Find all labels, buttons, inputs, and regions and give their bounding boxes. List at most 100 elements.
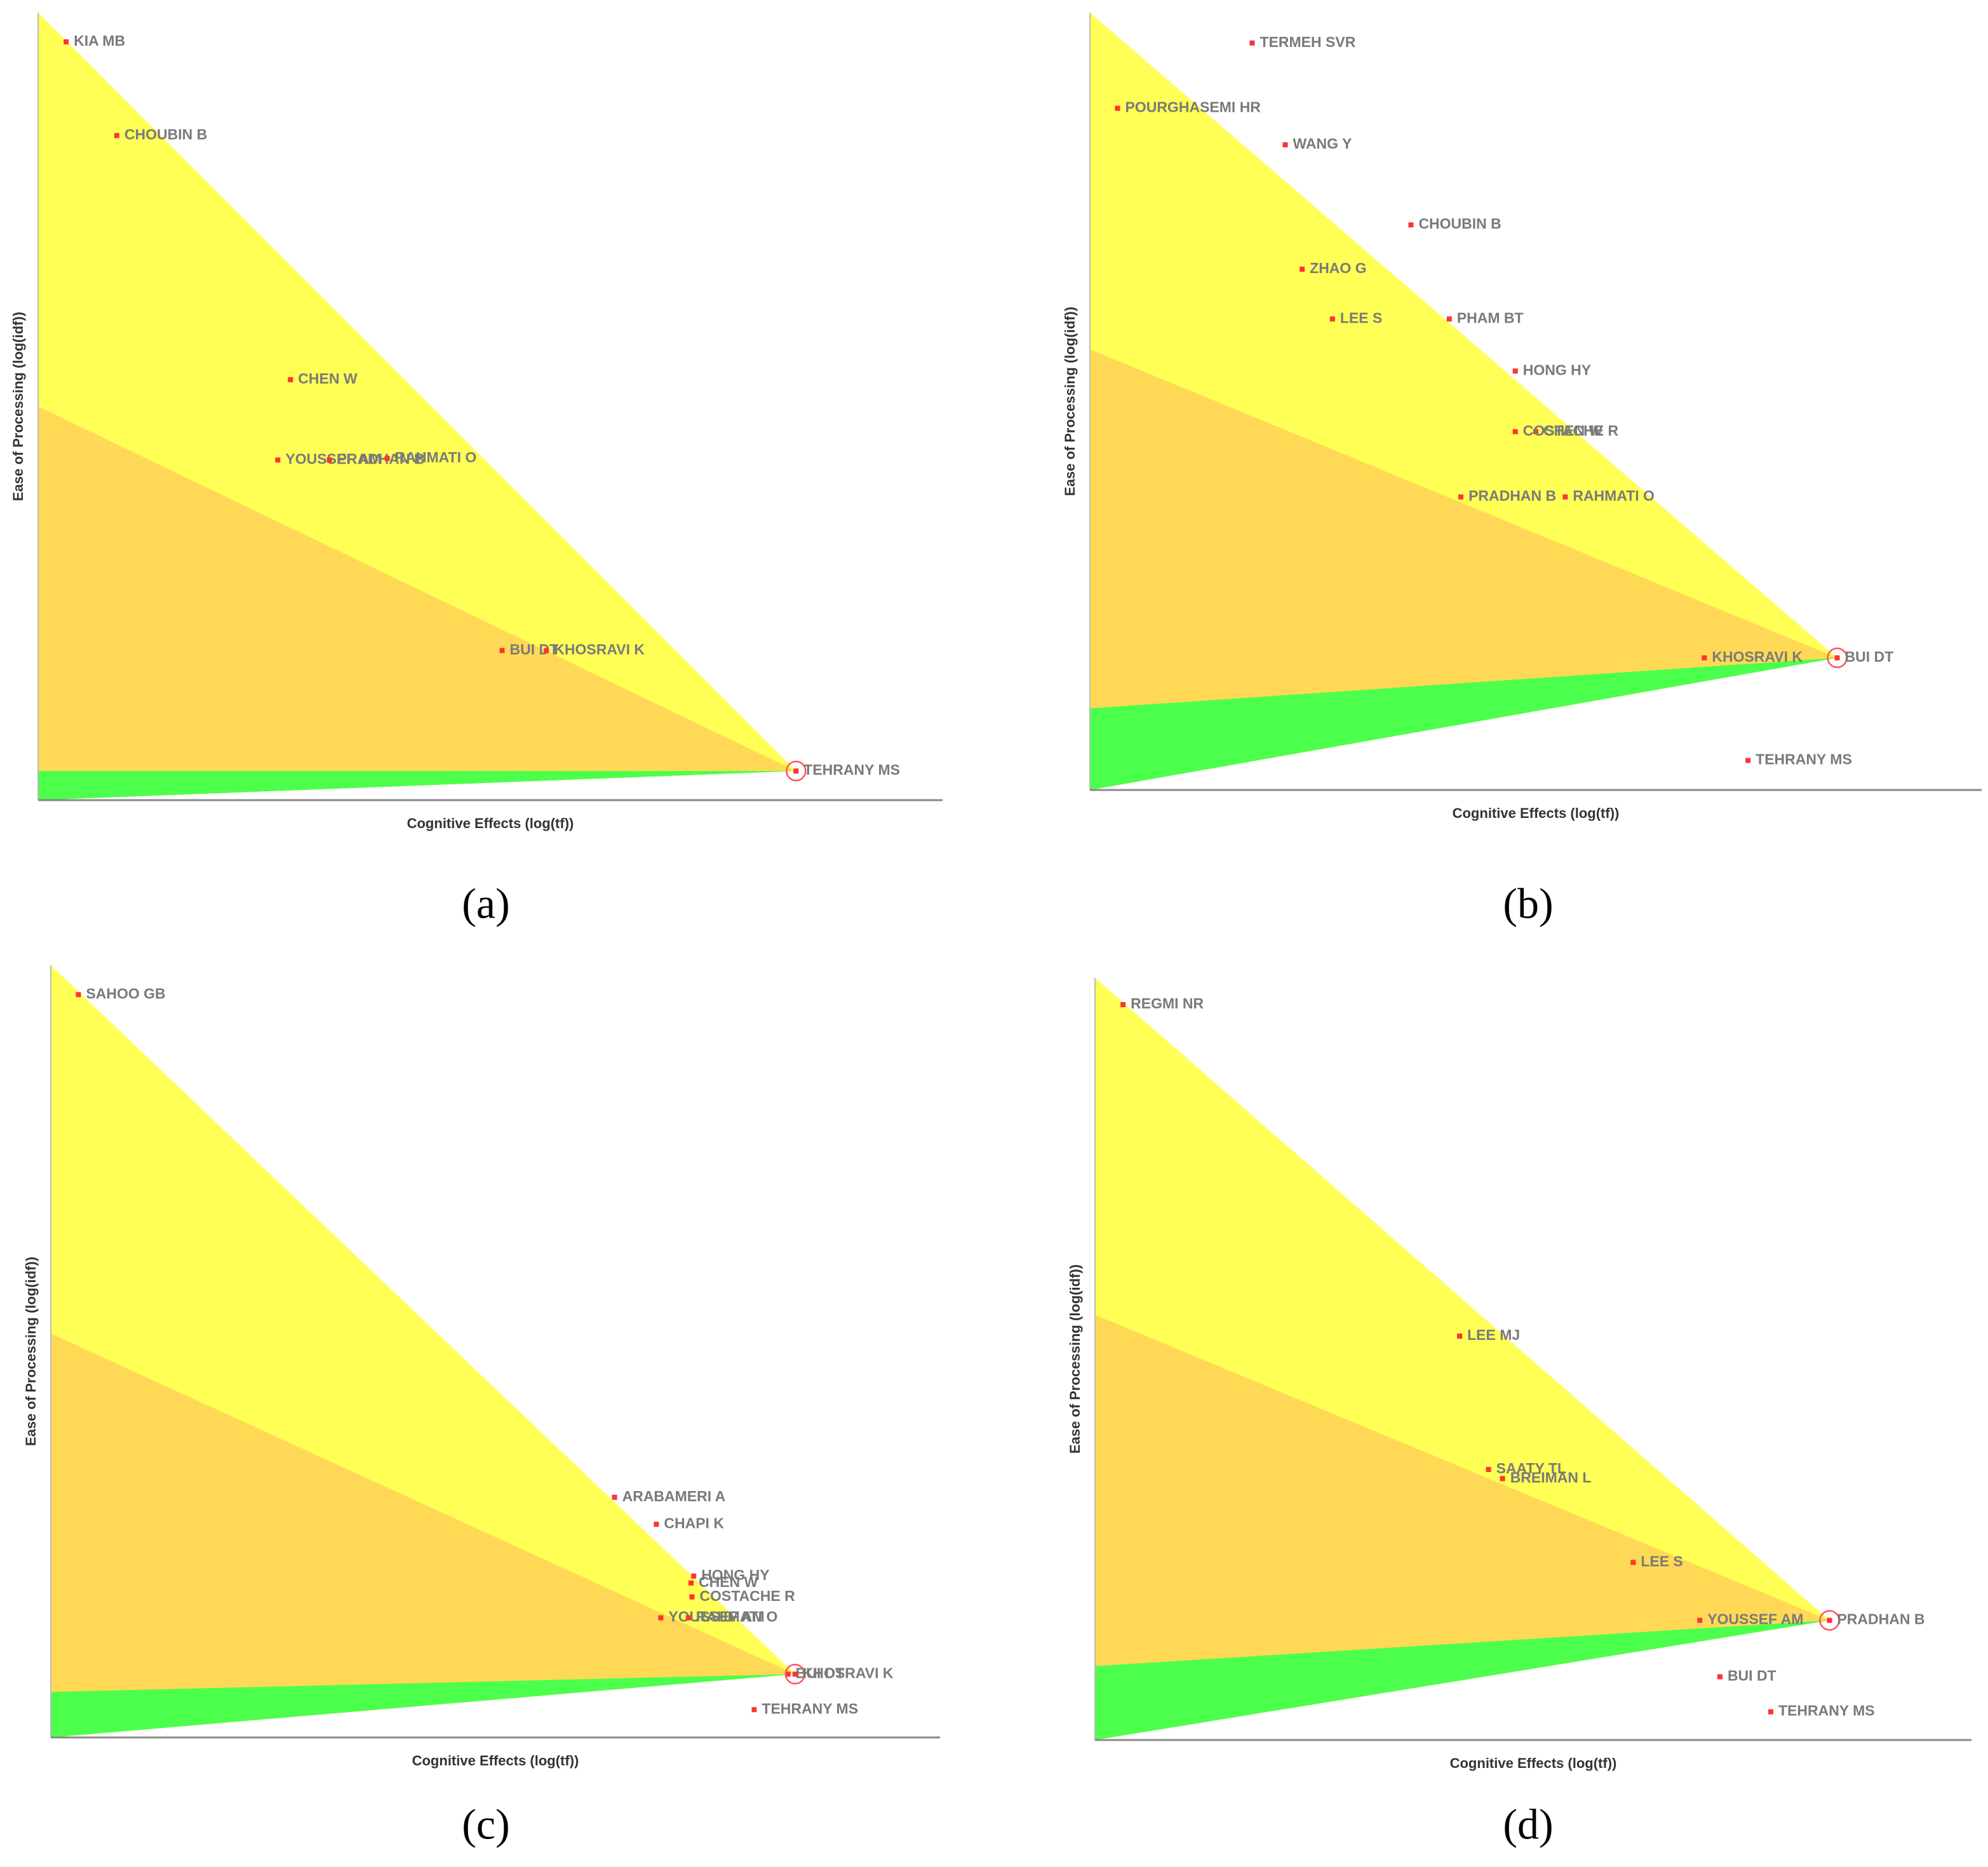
point-label: TEHRANY MS [1756,751,1852,768]
point [654,1522,659,1527]
point-label: KIA MB [74,32,125,49]
point [1329,316,1335,322]
point-label: BUI DT [1728,1667,1776,1683]
point [1446,316,1452,322]
x-axis-label: Cognitive Effects (log(tf)) [412,1753,579,1769]
point [1300,266,1305,272]
point-label: RAHMATI O [1573,488,1655,504]
point [1745,758,1751,763]
point [275,457,281,463]
point [1533,429,1538,434]
point-label: TERMEH SVR [1260,34,1356,50]
point [1458,494,1464,500]
y-axis-label: Ease of Processing (log(idf)) [10,312,26,501]
point-label: YOUSSEF AM [668,1609,764,1625]
point-label: COSTACHE R [1523,422,1619,439]
point [1562,494,1568,500]
point-label: KHOSRAVI K [803,1664,894,1681]
point-label: BUI DT [510,641,559,657]
point-label: LEE MJ [1467,1327,1520,1343]
point-label: LEE S [1340,309,1382,326]
point [1512,429,1518,434]
point [288,377,293,382]
point [1500,1476,1505,1482]
x-axis-label: Cognitive Effects (log(tf)) [1453,805,1620,821]
region [51,1674,795,1737]
point [688,1580,694,1586]
region [1090,657,1837,790]
point-label: BREIMAN L [1510,1469,1592,1485]
point-label: WANG Y [1293,135,1352,152]
point-label: CHEN W [298,370,358,387]
point [751,1707,757,1713]
point-label: CHOUBIN B [124,126,207,143]
point-label: ARABAMERI A [622,1488,726,1504]
point-label: PHAM BT [1457,309,1524,326]
point-label: YOUSSEF AM [1707,1611,1803,1628]
point-label: POURGHASEMI HR [1125,99,1261,116]
y-axis-label: Ease of Processing (log(idf)) [1067,1264,1083,1454]
focus-ring [784,1664,806,1685]
point [1512,368,1518,374]
focus-ring [1827,647,1848,669]
point [544,648,549,653]
point-label: CHEN W [699,1574,758,1590]
x-axis-label: Cognitive Effects (log(tf)) [407,815,574,831]
point [1827,1617,1832,1623]
caption: (c) [462,1800,509,1849]
point [658,1615,664,1621]
caption: (b) [1503,880,1553,928]
point [76,992,81,998]
point-label: PRADHAN B [1468,488,1556,504]
point-label: CHAPI K [664,1515,724,1531]
point [689,1594,695,1600]
y-axis-label: Ease of Processing (log(idf)) [1062,307,1078,496]
caption: (d) [1503,1800,1553,1849]
point-label: REGMI NR [1131,995,1204,1012]
point [685,1615,691,1621]
region [51,1334,795,1737]
region [38,771,796,800]
point-label: PRADHAN B [337,450,425,467]
focus-ring [1819,1610,1840,1631]
point-label: CHEN W [1543,422,1603,439]
point-label: CHOUBIN B [1418,215,1501,232]
focus-ring [786,760,807,782]
point [793,768,799,774]
point-label: TEHRANY MS [762,1700,858,1716]
point [1697,1617,1703,1623]
point [1717,1674,1723,1680]
point-label: SAATY TL [1496,1460,1566,1476]
point [1834,655,1840,660]
point [1630,1560,1636,1565]
point-label: LEE S [1641,1553,1682,1569]
point-label: YOUSSEF AM [285,450,381,467]
point [326,457,332,463]
point [1768,1709,1773,1715]
point [1120,1002,1126,1007]
point-label: BUI DT [1845,648,1894,665]
point [612,1494,617,1500]
point [1486,1467,1491,1472]
point-label: ZHAO G [1310,260,1366,276]
point-label: PRADHAN B [1837,1611,1924,1628]
region [38,406,796,800]
x-axis-label: Cognitive Effects (log(tf)) [1450,1755,1617,1771]
point [1282,142,1288,148]
point-label: SAHOO GB [86,985,165,1001]
point [1408,222,1414,228]
point [1115,105,1120,111]
point-label: TEHRANY MS [803,761,900,778]
point [785,1671,791,1677]
point [1702,655,1707,660]
point-label: RAHMATI O [395,449,477,465]
region [1095,1620,1830,1740]
point [792,1671,798,1677]
point-label: COSTACHE R [699,1588,795,1604]
point [64,39,69,44]
point-label: HONG HY [701,1567,769,1583]
point-label: TEHRANY MS [1778,1703,1875,1719]
point-label: KHOSRAVI K [554,641,645,657]
